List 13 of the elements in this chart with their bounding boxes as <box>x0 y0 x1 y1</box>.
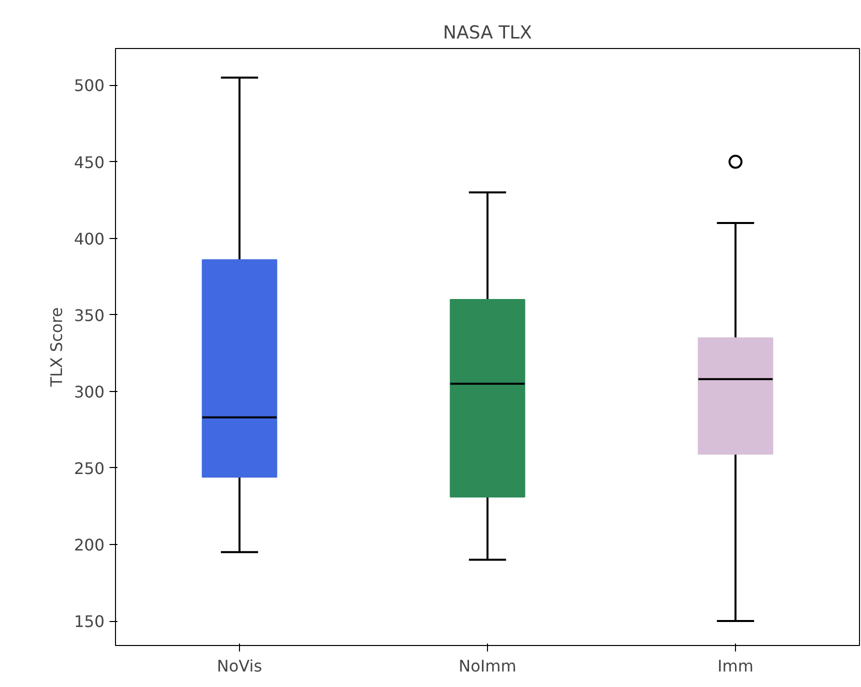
x-tick-label: NoImm <box>458 656 516 676</box>
y-tick-label: 250 <box>74 458 105 478</box>
y-tick-label: 300 <box>74 382 105 402</box>
x-tick-label: Imm <box>718 656 754 676</box>
y-tick-label: 450 <box>74 152 105 172</box>
y-tick-label: 400 <box>74 229 105 248</box>
y-tick-label: 150 <box>74 612 105 632</box>
y-tick-label: 350 <box>74 306 105 325</box>
chart-title: NASA TLX <box>443 22 532 44</box>
y-tick-label: 200 <box>74 535 105 554</box>
y-axis-title: TLX Score <box>46 307 66 388</box>
y-tick-label: 500 <box>74 76 105 96</box>
x-tick-label: NoVis <box>216 656 262 676</box>
